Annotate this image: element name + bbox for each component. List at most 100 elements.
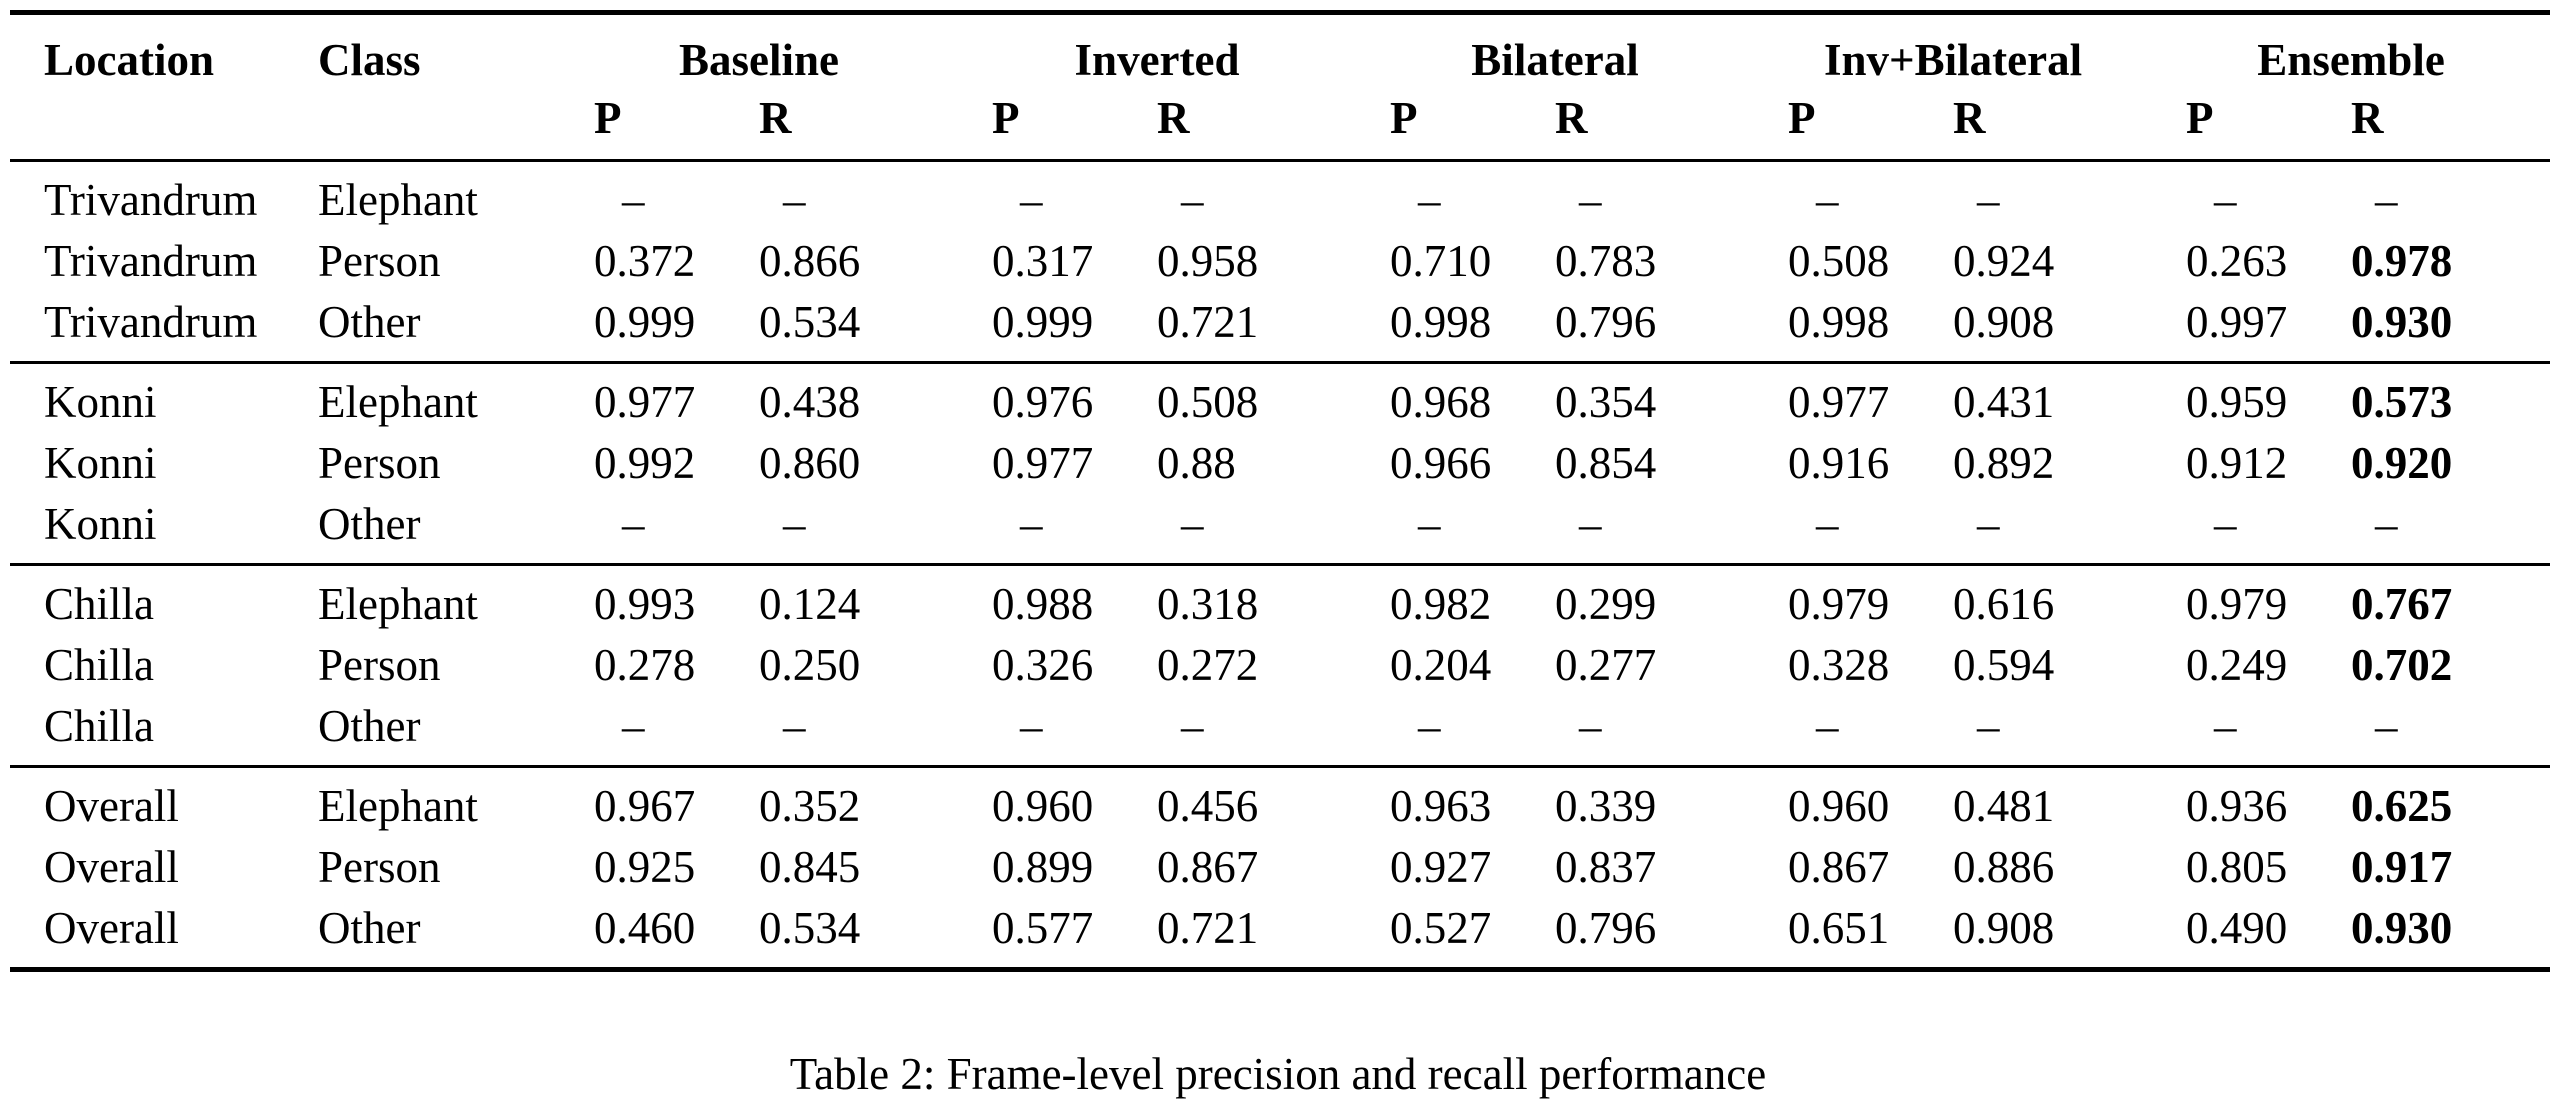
header-location: Location — [44, 35, 215, 85]
cell-location: Chilla — [44, 640, 154, 690]
header-r: R — [1157, 93, 1190, 143]
cell-precision: – — [1816, 701, 1839, 751]
header-inverted: Inverted — [1074, 35, 1240, 85]
table-section: Trivandrum Elephant – – – – – – – – – – Trivandrum Pe… — [10, 160, 2551, 363]
cell-recall: 0.783 — [1555, 236, 1657, 286]
cell-recall: – — [1181, 499, 1204, 549]
header-row-groups: Location Class Baseline Inverted Bilater… — [10, 12, 2551, 92]
cell-precision: 0.963 — [1390, 781, 1492, 831]
results-table: Location Class Baseline Inverted Bilater… — [10, 10, 2551, 972]
header-r: R — [1953, 93, 1986, 143]
cell-recall: 0.721 — [1157, 903, 1259, 953]
cell-recall: 0.318 — [1157, 579, 1259, 629]
cell-location: Overall — [44, 842, 179, 892]
cell-class: Person — [318, 438, 441, 488]
cell-precision: 0.993 — [594, 579, 696, 629]
cell-precision: – — [622, 701, 645, 751]
cell-class: Elephant — [318, 175, 478, 225]
cell-precision: 0.912 — [2186, 438, 2288, 488]
cell-precision: 0.328 — [1788, 640, 1890, 690]
cell-recall: 0.339 — [1555, 781, 1657, 831]
cell-recall: 0.616 — [1953, 579, 2055, 629]
cell-recall: 0.481 — [1953, 781, 2055, 831]
cell-recall: 0.924 — [1953, 236, 2055, 286]
cell-location: Overall — [44, 903, 179, 953]
cell-precision: – — [2214, 175, 2237, 225]
cell-recall: 0.867 — [1157, 842, 1259, 892]
cell-precision: 0.867 — [1788, 842, 1890, 892]
table-row: Trivandrum Elephant – – – – – – – – – – — [10, 161, 2550, 232]
cell-location: Konni — [44, 438, 157, 488]
cell-recall: 0.534 — [759, 297, 861, 347]
cell-recall: 0.845 — [759, 842, 861, 892]
table-row: Chilla Elephant 0.993 0.124 0.988 0.318 0.982 0… — [10, 565, 2550, 636]
cell-location: Konni — [44, 377, 157, 427]
cell-recall: 0.908 — [1953, 297, 2055, 347]
cell-precision: – — [2214, 499, 2237, 549]
cell-recall: 0.456 — [1157, 781, 1259, 831]
cell-recall: – — [1579, 175, 1602, 225]
header-p: P — [594, 93, 622, 143]
table-row: Trivandrum Other 0.999 0.534 0.999 0.721 0.998… — [10, 292, 2550, 363]
table-header: Location Class Baseline Inverted Bilater… — [10, 12, 2551, 161]
cell-recall: 0.908 — [1953, 903, 2055, 953]
table-row: Konni Other – – – – – – – – – – — [10, 494, 2550, 565]
cell-precision: 0.577 — [992, 903, 1094, 953]
cell-recall: 0.299 — [1555, 579, 1657, 629]
cell-recall: 0.886 — [1953, 842, 2055, 892]
cell-recall: – — [1579, 499, 1602, 549]
cell-recall: 0.702 — [2351, 640, 2453, 690]
cell-recall: 0.917 — [2351, 842, 2453, 892]
header-inv-bilateral: Inv+Bilateral — [1823, 35, 2083, 85]
cell-recall: 0.250 — [759, 640, 861, 690]
cell-precision: 0.490 — [2186, 903, 2288, 953]
cell-precision: 0.460 — [594, 903, 696, 953]
header-class: Class — [318, 35, 421, 85]
table-row: Chilla Other – – – – – – – – – – — [10, 696, 2550, 767]
cell-precision: 0.651 — [1788, 903, 1890, 953]
cell-precision: 0.992 — [594, 438, 696, 488]
cell-location: Trivandrum — [44, 175, 258, 225]
header-ensemble: Ensemble — [2257, 35, 2445, 85]
results-table-container: Location Class Baseline Inverted Bilater… — [10, 10, 2551, 972]
cell-precision: – — [1816, 499, 1839, 549]
header-row-pr: P R P R P R P R P R — [10, 91, 2550, 161]
cell-recall: 0.573 — [2351, 377, 2453, 427]
cell-location: Trivandrum — [44, 297, 258, 347]
cell-class: Elephant — [318, 579, 478, 629]
cell-precision: 0.998 — [1390, 297, 1492, 347]
cell-precision: – — [1020, 175, 1043, 225]
cell-precision: 0.968 — [1390, 377, 1492, 427]
table-section: Overall Elephant 0.967 0.352 0.960 0.456 0.963… — [10, 766, 2551, 970]
cell-precision: 0.916 — [1788, 438, 1890, 488]
cell-class: Other — [318, 499, 421, 549]
table-row: Overall Other 0.460 0.534 0.577 0.721 0.527 0.7… — [10, 898, 2550, 970]
cell-precision: 0.508 — [1788, 236, 1890, 286]
cell-recall: – — [2375, 175, 2398, 225]
header-r: R — [759, 93, 792, 143]
cell-precision: 0.988 — [992, 579, 1094, 629]
cell-precision: 0.263 — [2186, 236, 2288, 286]
cell-recall: 0.796 — [1555, 903, 1657, 953]
cell-precision: – — [1418, 175, 1441, 225]
cell-class: Person — [318, 640, 441, 690]
header-r: R — [2351, 93, 2384, 143]
cell-recall: – — [783, 701, 806, 751]
table-row: Konni Person 0.992 0.860 0.977 0.88 0.966 0.854… — [10, 433, 2550, 494]
cell-class: Other — [318, 701, 421, 751]
cell-precision: – — [622, 499, 645, 549]
cell-precision: 0.899 — [992, 842, 1094, 892]
cell-recall: 0.866 — [759, 236, 861, 286]
header-p: P — [2186, 93, 2214, 143]
cell-precision: 0.959 — [2186, 377, 2288, 427]
header-blank — [310, 91, 560, 161]
cell-precision: 0.710 — [1390, 236, 1492, 286]
table-section: Konni Elephant 0.977 0.438 0.976 0.508 0.968 0.… — [10, 362, 2551, 565]
cell-precision: 0.960 — [992, 781, 1094, 831]
cell-class: Person — [318, 236, 441, 286]
cell-recall: 0.431 — [1953, 377, 2055, 427]
cell-precision: 0.999 — [992, 297, 1094, 347]
cell-precision: – — [2214, 701, 2237, 751]
cell-class: Person — [318, 842, 441, 892]
table-row: Konni Elephant 0.977 0.438 0.976 0.508 0.968 0.… — [10, 363, 2550, 434]
